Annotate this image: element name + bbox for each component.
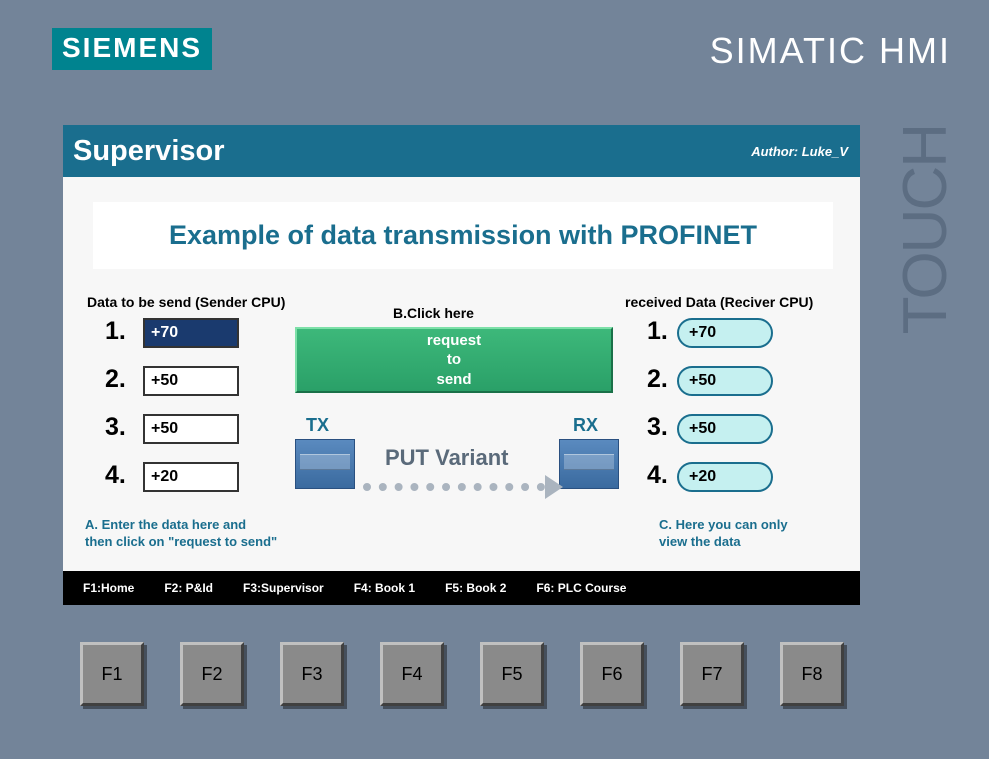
fkey-f4[interactable]: F4 — [380, 642, 444, 706]
menu-supervisor[interactable]: F3:Supervisor — [243, 581, 324, 595]
rx-label: RX — [573, 415, 598, 436]
receiver-rownum-3: 3. — [647, 413, 668, 442]
receiver-value-2: +50 — [677, 366, 773, 396]
receiver-value-1: +70 — [677, 318, 773, 348]
hmi-screen: Supervisor Author: Luke_V Example of dat… — [63, 125, 860, 605]
main-heading: Example of data transmission with PROFIN… — [93, 202, 833, 269]
fkey-f1[interactable]: F1 — [80, 642, 144, 706]
fkey-f3[interactable]: F3 — [280, 642, 344, 706]
hint-a: A. Enter the data here andthen click on … — [85, 517, 277, 551]
siemens-logo: SIEMENS — [52, 28, 212, 70]
receiver-rownum-2: 2. — [647, 365, 668, 394]
menu-plc-course[interactable]: F6: PLC Course — [536, 581, 626, 595]
tx-label: TX — [306, 415, 329, 436]
fkey-f6[interactable]: F6 — [580, 642, 644, 706]
page-title: Supervisor — [73, 135, 225, 168]
menu-book2[interactable]: F5: Book 2 — [445, 581, 506, 595]
menu-pid[interactable]: F2: P&Id — [164, 581, 213, 595]
receiver-value-4: +20 — [677, 462, 773, 492]
receiver-section-label: received Data (Reciver CPU) — [625, 294, 813, 310]
fkey-f7[interactable]: F7 — [680, 642, 744, 706]
sender-rownum-1: 1. — [105, 317, 126, 346]
request-btn-line1: request — [297, 331, 611, 351]
menu-home[interactable]: F1:Home — [83, 581, 134, 595]
menu-bar: F1:Home F2: P&Id F3:Supervisor F4: Book … — [63, 571, 860, 605]
screen-header: Supervisor Author: Luke_V — [63, 125, 860, 177]
product-title: SIMATIC HMI — [710, 30, 951, 72]
sender-input-1[interactable] — [143, 318, 239, 348]
transmission-arrow-icon — [363, 477, 563, 497]
request-to-send-button[interactable]: request to send — [295, 327, 613, 393]
author-label: Author: Luke_V — [751, 144, 848, 159]
fkey-f5[interactable]: F5 — [480, 642, 544, 706]
hint-c: C. Here you can onlyview the data — [659, 517, 788, 551]
receiver-value-3: +50 — [677, 414, 773, 444]
menu-book1[interactable]: F4: Book 1 — [354, 581, 415, 595]
sender-rownum-4: 4. — [105, 461, 126, 490]
sender-input-4[interactable] — [143, 462, 239, 492]
sender-section-label: Data to be send (Sender CPU) — [87, 294, 285, 310]
tx-plc-icon — [295, 439, 355, 489]
sender-input-3[interactable] — [143, 414, 239, 444]
fkey-f8[interactable]: F8 — [780, 642, 844, 706]
touch-label: TOUCH — [890, 125, 961, 334]
sender-input-2[interactable] — [143, 366, 239, 396]
request-btn-line3: send — [297, 370, 611, 390]
fkey-f2[interactable]: F2 — [180, 642, 244, 706]
put-variant-label: PUT Variant — [385, 445, 508, 471]
receiver-rownum-1: 1. — [647, 317, 668, 346]
sender-rownum-2: 2. — [105, 365, 126, 394]
click-here-label: B.Click here — [393, 305, 474, 321]
screen-body: Example of data transmission with PROFIN… — [63, 177, 860, 571]
request-btn-line2: to — [297, 350, 611, 370]
sender-rownum-3: 3. — [105, 413, 126, 442]
function-keys-row: F1 F2 F3 F4 F5 F6 F7 F8 — [80, 642, 844, 706]
receiver-rownum-4: 4. — [647, 461, 668, 490]
rx-plc-icon — [559, 439, 619, 489]
